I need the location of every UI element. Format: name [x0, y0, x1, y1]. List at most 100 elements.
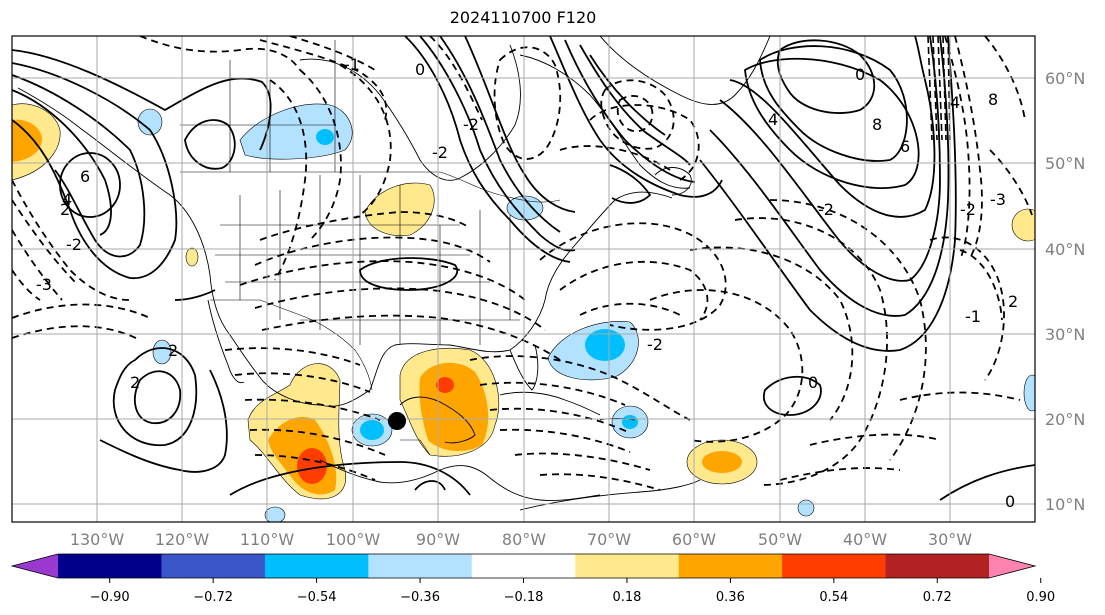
colorbar-bin [264, 554, 369, 578]
colorbar-bins [58, 554, 990, 578]
contour-label: 8 [872, 115, 882, 134]
contour-label: 6 [80, 167, 90, 186]
colorbar-tick-label: −0.72 [193, 590, 233, 605]
contours-positive [12, 36, 1035, 501]
latitude-labels: 60°N 50°N 40°N 30°N 20°N 10°N [1045, 69, 1085, 514]
shade-positive-great-lakes [364, 182, 435, 236]
shade-negative-gulf-core [360, 420, 384, 440]
map-title: 2024110700 F120 [449, 8, 597, 27]
lon-label: 80°W [502, 530, 546, 549]
contour-label: -1 [965, 307, 981, 326]
contour-label: 0 [415, 60, 425, 79]
coastline-cuba [499, 391, 601, 416]
contour-label: 0 [1005, 492, 1015, 511]
colorbar-tick-label: 0.54 [819, 590, 848, 605]
longitude-labels: 130°W 120°W 110°W 100°W 90°W 80°W 70°W 6… [70, 530, 972, 549]
lon-label: 70°W [587, 530, 631, 549]
border-mexico-guatemala [400, 439, 431, 456]
colorbar-ticks [109, 578, 1042, 583]
colorbar-bin [368, 554, 473, 578]
colorbar-bin [885, 554, 990, 578]
colorbar-bin [575, 554, 680, 578]
colorbar-tick-label: 0.18 [612, 590, 641, 605]
lat-label: 30°N [1045, 325, 1085, 344]
contour-label: 2 [60, 200, 70, 219]
contour-label: -1 [344, 55, 360, 74]
lat-lon-grid [12, 36, 1035, 522]
colorbar-tick-label: 0.36 [716, 590, 745, 605]
coastline-central-america [319, 459, 601, 501]
shade-negative-atlantic-small [797, 499, 815, 517]
lon-label: 110°W [240, 530, 295, 549]
colorbar-tick-label: 0.72 [923, 590, 952, 605]
coastline-newfoundland [654, 167, 692, 196]
contour-labels: 2 4 6 8 -3 -2 -1 0 2 4 0 -2 8 6 4 -2 -3 … [36, 55, 1018, 511]
contour-label: 4 [768, 110, 778, 129]
lon-label: 120°W [155, 530, 210, 549]
contour-label: -2 [647, 335, 663, 354]
shade-negative-baja [152, 339, 172, 365]
shade-negative-atlantic-core [585, 329, 625, 361]
lon-label: 90°W [416, 530, 460, 549]
border-us-mexico [210, 299, 373, 391]
lon-label: 40°W [843, 530, 887, 549]
contour-label: -2 [66, 235, 82, 254]
colorbar-outline [10, 553, 1037, 579]
colorbar-bin [58, 554, 162, 578]
contour-label: -2 [432, 143, 448, 162]
lon-label: 50°W [758, 530, 802, 549]
contour-label: 0 [808, 373, 818, 392]
shaded-anomaly-fills [12, 103, 1035, 522]
political-borders [180, 40, 561, 456]
shade-negative-east-edge [1023, 374, 1035, 412]
colorbar-tick-label: 0.90 [1026, 590, 1055, 605]
colorbar-bin [678, 554, 783, 578]
contour-label: -2 [463, 115, 479, 134]
shade-positive-tropical-atlantic-core [702, 451, 742, 473]
shade-positive-pacific-nw-core [12, 119, 42, 162]
coastline-greenland [599, 36, 771, 105]
shade-positive-california [185, 247, 199, 267]
lon-label: 130°W [70, 530, 125, 549]
contour-label: 2 [130, 373, 140, 392]
shade-negative-canada-core [316, 129, 334, 145]
colorbar-tick-label: −0.18 [504, 590, 544, 605]
contour-label: -3 [990, 190, 1006, 209]
colorbar-bin [782, 554, 887, 578]
storm-center-marker [388, 412, 406, 430]
contour-label: 4 [950, 93, 960, 112]
colorbar-tick-label: −0.36 [400, 590, 440, 605]
map-frame [11, 35, 1036, 523]
contour-label: 2 [1008, 292, 1018, 311]
colorbar-extend-under [12, 554, 58, 578]
map-panel: 2 4 6 8 -3 -2 -1 0 2 4 0 -2 8 6 4 -2 -3 … [11, 35, 1036, 523]
coastline-south-america [519, 479, 701, 511]
coastline-gulf [369, 299, 546, 391]
colorbar-bin [471, 554, 576, 578]
shade-negative-bc [137, 108, 163, 136]
shade-negative-caribbean-core [622, 415, 638, 429]
contour-label: -3 [36, 275, 52, 294]
lon-label: 60°W [672, 530, 716, 549]
lon-label: 30°W [928, 530, 972, 549]
shade-positive-yucatan-red [436, 377, 454, 393]
contours-negative [12, 36, 1033, 491]
shade-negative-pacific-small [264, 506, 286, 522]
lat-label: 10°N [1045, 495, 1085, 514]
contours-dense-gradient [927, 36, 951, 141]
colorbar-extend-over [989, 554, 1035, 578]
lat-label: 40°N [1045, 240, 1085, 259]
shade-negative-canada [239, 103, 353, 160]
coastline-east [544, 191, 673, 301]
contour-label: -2 [818, 200, 834, 219]
coastline-yucatan [399, 396, 476, 444]
lon-label: 100°W [326, 530, 381, 549]
contour-label: 8 [988, 90, 998, 109]
colorbar-tick-labels: −0.90 −0.72 −0.54 −0.36 −0.18 0.18 0.36 0.54 0.7… [90, 590, 1055, 605]
colorbar-bin [161, 554, 266, 578]
colorbar: −0.90 −0.72 −0.54 −0.36 −0.18 0.18 0.36 0.54 0.7… [10, 553, 1055, 605]
lat-label: 50°N [1045, 154, 1085, 173]
coastline-baja [207, 299, 245, 384]
contour-label: 6 [900, 137, 910, 156]
